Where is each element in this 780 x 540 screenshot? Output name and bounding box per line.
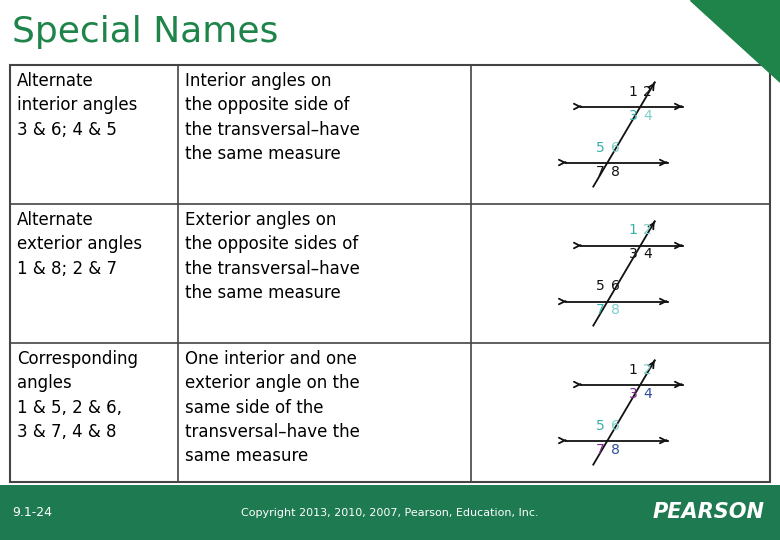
Text: 3: 3	[629, 387, 637, 401]
Text: 3: 3	[629, 247, 637, 261]
Bar	[10, 65, 770, 482]
Text: Interior angles on
the opposite side of
the transversal–have
the same measure: Interior angles on the opposite side of …	[185, 72, 360, 163]
Text: 1: 1	[629, 84, 637, 98]
Text: 4: 4	[644, 247, 652, 261]
Text: 7: 7	[596, 303, 604, 318]
Text: 7: 7	[596, 442, 604, 456]
Text: One interior and one
exterior angle on the
same side of the
transversal–have the: One interior and one exterior angle on t…	[185, 350, 360, 465]
Text: PEARSON: PEARSON	[653, 503, 765, 523]
Text: Corresponding
angles
1 & 5, 2 & 6,
3 & 7, 4 & 8: Corresponding angles 1 & 5, 2 & 6, 3 & 7…	[17, 350, 138, 441]
Text: Exterior angles on
the opposite sides of
the transversal–have
the same measure: Exterior angles on the opposite sides of…	[185, 211, 360, 302]
Text: 9.1-24: 9.1-24	[12, 506, 52, 519]
Text: 2: 2	[644, 84, 652, 98]
Text: 5: 5	[596, 140, 604, 154]
Text: 1: 1	[629, 224, 637, 238]
Text: 4: 4	[644, 387, 652, 401]
Text: 8: 8	[611, 303, 619, 318]
Text: Alternate
exterior angles
1 & 8; 2 & 7: Alternate exterior angles 1 & 8; 2 & 7	[17, 211, 142, 278]
Text: 5: 5	[596, 418, 604, 433]
Text: 4: 4	[644, 109, 652, 123]
Text: 8: 8	[611, 442, 619, 456]
Text: 2: 2	[644, 362, 652, 376]
Text: 6: 6	[611, 140, 619, 154]
Text: 5: 5	[596, 280, 604, 294]
Text: 3: 3	[629, 109, 637, 123]
Text: Copyright 2013, 2010, 2007, Pearson, Education, Inc.: Copyright 2013, 2010, 2007, Pearson, Edu…	[241, 508, 539, 517]
Text: 1: 1	[629, 362, 637, 376]
Text: 8: 8	[611, 165, 619, 179]
Bar	[0, 485, 780, 540]
Polygon shape	[690, 0, 780, 82]
Text: 7: 7	[596, 165, 604, 179]
Text: 6: 6	[611, 418, 619, 433]
Text: Alternate
interior angles
3 & 6; 4 & 5: Alternate interior angles 3 & 6; 4 & 5	[17, 72, 137, 139]
Text: Special Names: Special Names	[12, 15, 278, 49]
Text: 6: 6	[611, 280, 619, 294]
Text: 2: 2	[644, 224, 652, 238]
